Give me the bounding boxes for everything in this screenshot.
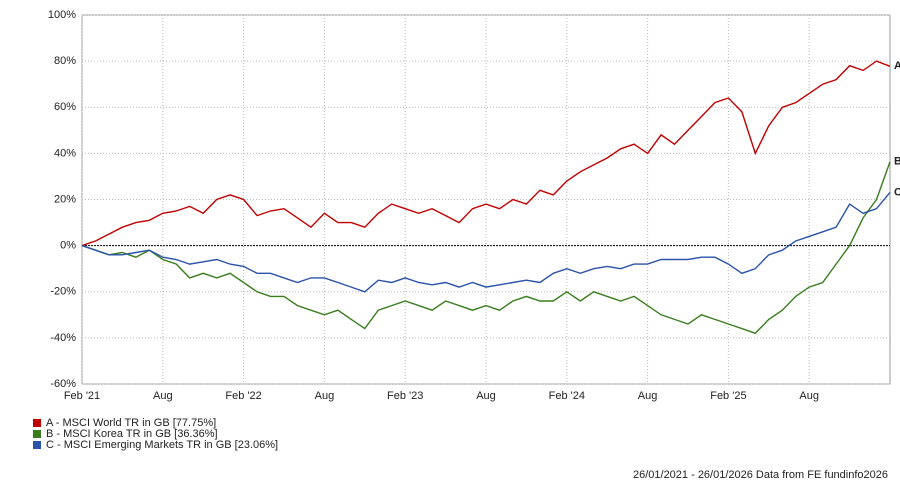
y-tick-label: 60% [54, 101, 76, 113]
x-tick-label: Feb '24 [549, 390, 585, 402]
x-tick-label: Feb '21 [64, 390, 100, 402]
series-line [81, 60, 891, 247]
legend-label: B - MSCI Korea TR in GB [36.36%] [46, 428, 218, 440]
end-label: B [894, 156, 900, 168]
y-tick-label: 100% [48, 9, 76, 21]
x-tick-label: Feb '23 [387, 390, 423, 402]
series-line [81, 161, 891, 335]
x-tick-label: Feb '22 [225, 390, 261, 402]
y-tick-label: -60% [50, 378, 76, 390]
legend-label: A - MSCI World TR in GB [77.75%] [46, 417, 216, 429]
legend-swatch [33, 430, 41, 438]
plot-area [81, 14, 891, 385]
x-tick-label: Aug [315, 390, 335, 402]
y-tick-label: 40% [54, 147, 76, 159]
y-tick-label: -40% [50, 332, 76, 344]
end-label: C [894, 186, 900, 198]
x-tick-label: Aug [638, 390, 658, 402]
footer: 26/01/2021 - 26/01/2026 Data from FE fun… [633, 469, 888, 481]
x-tick-label: Aug [476, 390, 496, 402]
legend-swatch [33, 419, 41, 427]
x-tick-label: Feb '25 [710, 390, 746, 402]
legend-label: C - MSCI Emerging Markets TR in GB [23.0… [46, 439, 278, 451]
y-tick-label: 20% [54, 193, 76, 205]
y-tick-label: -20% [50, 286, 76, 298]
series-line [81, 191, 891, 293]
end-label: A [894, 60, 900, 72]
legend-swatch [33, 441, 41, 449]
x-tick-label: Aug [799, 390, 819, 402]
y-tick-label: 80% [54, 55, 76, 67]
y-tick-label: 0% [60, 240, 76, 252]
x-tick-label: Aug [153, 390, 173, 402]
